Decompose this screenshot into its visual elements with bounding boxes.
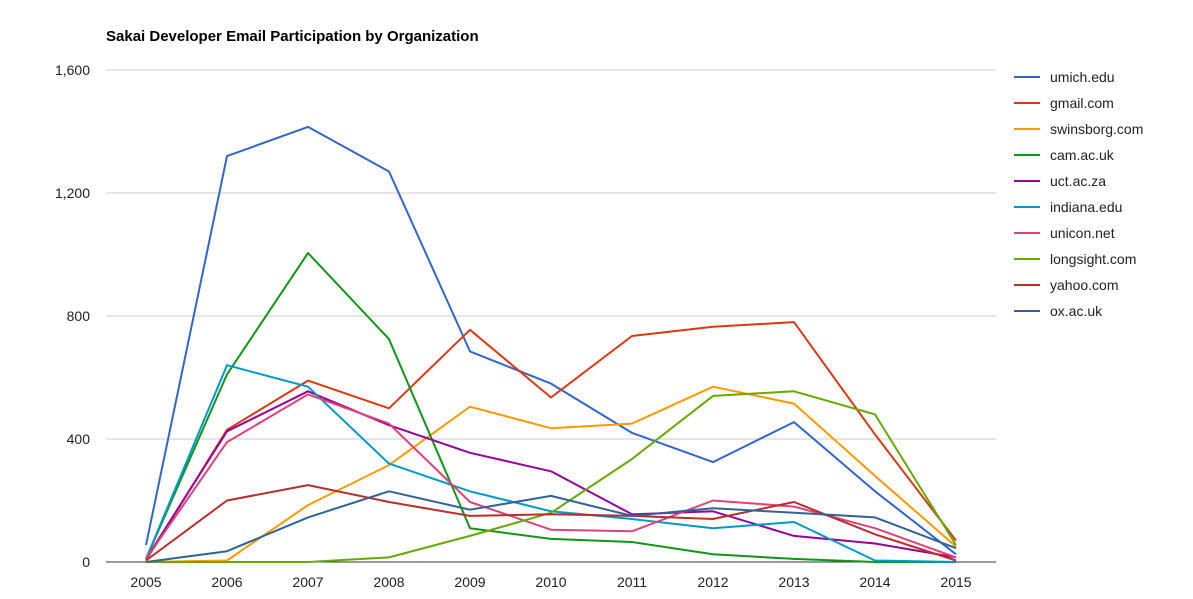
x-tick-label: 2009: [454, 574, 485, 590]
legend-item-yahoo-com[interactable]: yahoo.com: [1014, 277, 1118, 293]
legend-item-unicon-net[interactable]: unicon.net: [1014, 225, 1115, 241]
series-line-uct-ac-za[interactable]: [145, 390, 957, 560]
y-tick-label: 400: [67, 431, 91, 447]
legend-item-cam-ac-uk[interactable]: cam.ac.uk: [1014, 147, 1115, 163]
legend-label: umich.edu: [1050, 69, 1115, 85]
legend-label: indiana.edu: [1050, 199, 1122, 215]
series-line-swinsborg-com[interactable]: [145, 385, 957, 563]
legend: umich.edu gmail.com swinsborg.com cam.ac.uk…: [1014, 69, 1143, 319]
series-line-indiana-edu[interactable]: [145, 364, 957, 563]
series-line-gmail-com[interactable]: [145, 321, 957, 562]
x-tick-label: 2008: [373, 574, 404, 590]
legend-label: cam.ac.uk: [1050, 147, 1115, 163]
legend-item-gmail-com[interactable]: gmail.com: [1014, 95, 1114, 111]
x-tick-label: 2010: [535, 574, 566, 590]
legend-item-umich-edu[interactable]: umich.edu: [1014, 69, 1115, 85]
legend-label: longsight.com: [1050, 251, 1136, 267]
legend-item-indiana-edu[interactable]: indiana.edu: [1014, 199, 1122, 215]
legend-label: ox.ac.uk: [1050, 303, 1103, 319]
legend-label: swinsborg.com: [1050, 121, 1143, 137]
legend-item-uct-ac-za[interactable]: uct.ac.za: [1014, 173, 1106, 189]
x-tick-label: 2013: [778, 574, 809, 590]
y-tick-label: 1,600: [55, 62, 90, 78]
series-line-yahoo-com[interactable]: [145, 484, 957, 562]
gridlines: [106, 69, 996, 563]
x-tick-label: 2012: [697, 574, 728, 590]
x-tick-label: 2011: [617, 574, 647, 590]
legend-label: unicon.net: [1050, 225, 1115, 241]
legend-label: uct.ac.za: [1050, 173, 1106, 189]
x-tick-label: 2014: [859, 574, 890, 590]
series-line-cam-ac-uk[interactable]: [145, 252, 956, 563]
x-tick-label: 2007: [292, 574, 323, 590]
series-line-umich-edu[interactable]: [145, 125, 957, 556]
x-axis: 2005 2006 2007 2008 2009 2010 2011 2012 2013 2014…: [130, 574, 971, 590]
legend-label: yahoo.com: [1050, 277, 1118, 293]
x-tick-label: 2005: [130, 574, 161, 590]
y-tick-label: 0: [82, 554, 90, 570]
series-lines: [145, 125, 957, 563]
y-axis: 0 400 800 1,200 1,600: [55, 62, 90, 570]
y-tick-label: 1,200: [55, 185, 90, 201]
x-tick-label: 2015: [940, 574, 971, 590]
legend-item-swinsborg-com[interactable]: swinsborg.com: [1014, 121, 1143, 137]
y-tick-label: 800: [67, 308, 91, 324]
series-line-ox-ac-uk[interactable]: [145, 490, 957, 563]
legend-label: gmail.com: [1050, 95, 1114, 111]
series-line-longsight-com[interactable]: [146, 390, 957, 563]
x-tick-label: 2006: [211, 574, 242, 590]
chart-title: Sakai Developer Email Participation by O…: [106, 28, 479, 45]
legend-item-longsight-com[interactable]: longsight.com: [1014, 251, 1136, 267]
legend-item-ox-ac-uk[interactable]: ox.ac.uk: [1014, 303, 1103, 319]
